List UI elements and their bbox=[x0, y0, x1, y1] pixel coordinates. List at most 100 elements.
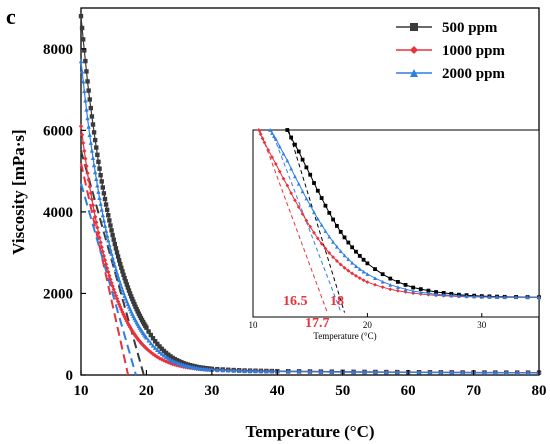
data-point bbox=[100, 185, 106, 190]
inset-data-point bbox=[365, 261, 370, 266]
inset-data-point bbox=[365, 272, 370, 276]
legend: 500 ppm 1000 ppm 2000 ppm bbox=[396, 20, 505, 82]
legend-label-2000: 2000 ppm bbox=[442, 66, 505, 82]
inset-data-point bbox=[472, 294, 477, 299]
data-point bbox=[126, 288, 132, 293]
data-point bbox=[101, 253, 107, 259]
data-point bbox=[146, 329, 151, 334]
data-point bbox=[79, 69, 85, 74]
inset-data-point bbox=[273, 137, 278, 141]
inset-data-point bbox=[266, 148, 271, 152]
data-point bbox=[96, 189, 101, 194]
data-point bbox=[82, 148, 87, 154]
data-point bbox=[78, 13, 84, 19]
inset-data-point bbox=[350, 260, 355, 265]
data-point bbox=[150, 343, 156, 348]
data-point bbox=[88, 105, 94, 111]
data-point bbox=[384, 369, 389, 375]
data-point bbox=[101, 191, 107, 196]
data-point bbox=[123, 279, 128, 284]
data-point bbox=[95, 225, 100, 230]
data-point bbox=[146, 348, 151, 353]
data-point bbox=[97, 166, 102, 171]
legend-item-2000: 2000 ppm bbox=[396, 66, 505, 82]
data-point bbox=[104, 207, 110, 213]
inset-data-point bbox=[354, 264, 358, 268]
data-point bbox=[157, 349, 162, 354]
inset-data-point bbox=[338, 229, 343, 234]
inset-data-point bbox=[354, 273, 358, 278]
inset-data-point bbox=[308, 224, 313, 229]
inset-x-tick-label: 10 bbox=[249, 320, 259, 330]
inset-data-point bbox=[380, 279, 385, 284]
data-point bbox=[108, 277, 113, 282]
data-point bbox=[373, 369, 378, 375]
inset-data-point bbox=[293, 198, 297, 203]
data-point bbox=[96, 230, 101, 235]
data-point bbox=[161, 353, 167, 358]
inset-data-point bbox=[312, 181, 316, 185]
data-point bbox=[115, 274, 121, 279]
inset-tangent-line bbox=[259, 129, 328, 313]
data-point bbox=[226, 368, 231, 373]
data-point bbox=[87, 184, 92, 189]
data-point bbox=[125, 321, 131, 326]
data-point bbox=[163, 354, 169, 359]
data-point bbox=[130, 296, 135, 302]
data-point bbox=[106, 238, 111, 243]
data-point bbox=[78, 124, 84, 129]
x-tick-label: 60 bbox=[401, 383, 416, 399]
inset-data-point bbox=[441, 291, 446, 295]
inset-data-point bbox=[296, 205, 301, 209]
inset-data-point bbox=[357, 253, 362, 258]
data-point bbox=[85, 170, 90, 176]
inset-data-point bbox=[258, 132, 263, 137]
inset-data-point bbox=[502, 295, 507, 300]
inset-data-point bbox=[441, 292, 446, 297]
diamond-marker-icon bbox=[410, 46, 418, 54]
inset-data-point bbox=[342, 235, 347, 240]
inset-data-point bbox=[296, 181, 301, 186]
inset-series-group bbox=[256, 128, 541, 313]
data-point bbox=[209, 367, 215, 372]
inset-data-point bbox=[323, 246, 328, 251]
data-point bbox=[98, 201, 103, 206]
data-point bbox=[493, 370, 498, 375]
data-point bbox=[86, 88, 91, 93]
inset-data-point bbox=[315, 188, 320, 193]
inset-data-point bbox=[304, 218, 309, 223]
inset-data-point bbox=[289, 166, 294, 171]
inset-data-point bbox=[327, 210, 332, 215]
data-point bbox=[98, 240, 103, 245]
data-point bbox=[449, 370, 454, 375]
data-point bbox=[104, 233, 110, 238]
data-point bbox=[258, 368, 264, 374]
data-point bbox=[427, 370, 433, 375]
data-point bbox=[92, 169, 98, 175]
data-point bbox=[87, 132, 92, 137]
inset-data-point bbox=[342, 265, 347, 270]
x-tick-label: 50 bbox=[335, 383, 350, 399]
inset-data-point bbox=[426, 288, 431, 293]
inset-data-point bbox=[346, 240, 351, 245]
data-point bbox=[110, 255, 115, 260]
inset-x-tick-label: 30 bbox=[477, 320, 487, 330]
data-point bbox=[362, 369, 367, 375]
data-point bbox=[99, 179, 104, 184]
data-point bbox=[242, 368, 247, 374]
inset-series-line bbox=[258, 129, 539, 298]
data-point bbox=[108, 247, 113, 252]
inset-data-point bbox=[285, 128, 290, 132]
data-point bbox=[102, 258, 108, 263]
data-point bbox=[220, 367, 225, 373]
data-point bbox=[94, 176, 99, 181]
x-tick-label: 30 bbox=[204, 383, 219, 399]
data-point bbox=[101, 218, 107, 223]
data-point bbox=[144, 325, 149, 330]
data-point bbox=[113, 246, 119, 251]
inset-data-point bbox=[300, 157, 305, 162]
data-point bbox=[152, 345, 158, 350]
inset-data-point bbox=[323, 203, 328, 208]
legend-label-500: 500 ppm bbox=[442, 20, 498, 36]
inset-data-point bbox=[373, 267, 377, 272]
